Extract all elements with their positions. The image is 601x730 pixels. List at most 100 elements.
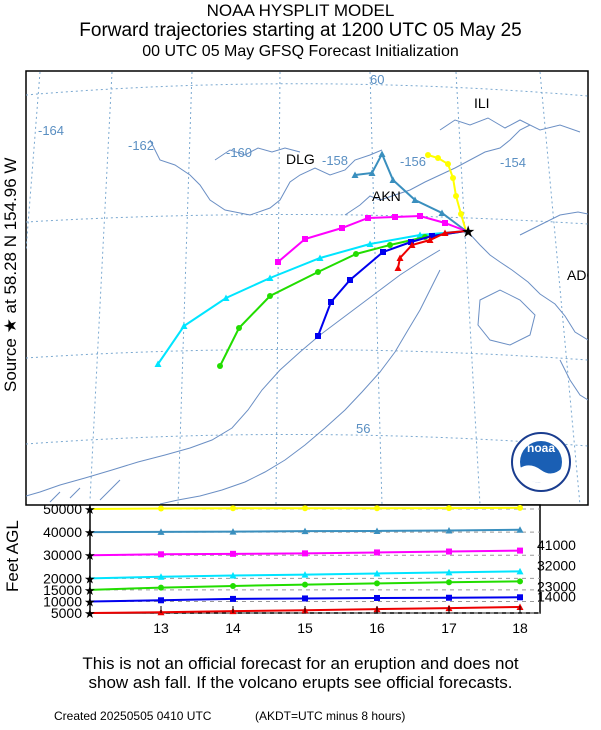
height-series-marker [517, 594, 523, 601]
x-tick-label: 15 [297, 620, 313, 636]
map-trajectory-line [277, 214, 467, 263]
map-trajectory-marker [217, 363, 223, 369]
height-series-marker [158, 584, 164, 591]
meridian-line [177, 71, 193, 505]
height-series-marker [516, 526, 524, 533]
y-tick-label: 40000 [43, 524, 82, 540]
disclaimer-line-1: This is not an official forecast for an … [82, 654, 519, 673]
map-trajectory-marker [411, 196, 419, 203]
height-series-marker [230, 550, 236, 557]
height-series-marker [302, 581, 308, 588]
map-trajectory-marker [438, 209, 446, 216]
longitude-label: -160 [226, 145, 252, 160]
map-trajectory-marker [236, 325, 242, 331]
parallel-line [26, 83, 588, 97]
height-series-marker [373, 527, 381, 534]
map-trajectory-marker [180, 322, 188, 329]
map-trajectory-line [219, 230, 467, 367]
parallel-line [26, 213, 588, 225]
map-trajectory-marker [429, 233, 435, 239]
map-trajectory-marker [368, 169, 376, 176]
source-star-icon: ★ [461, 224, 475, 241]
height-series-marker [373, 569, 381, 577]
peninsula-coastline [159, 269, 441, 505]
x-tick-label: 14 [225, 620, 241, 636]
peninsula-coastline [26, 249, 441, 497]
height-series-marker [230, 582, 236, 589]
height-series-marker [229, 572, 237, 579]
map-trajectories [154, 150, 467, 369]
start-star-icon: ★ [84, 594, 96, 609]
map-trajectory-marker [417, 213, 423, 219]
map-trajectory-marker [339, 225, 345, 231]
y-tick-label: 30000 [43, 547, 82, 563]
map-trajectory-marker [222, 294, 230, 301]
start-star-icon: ★ [84, 502, 96, 517]
longitude-label: -162 [128, 138, 154, 153]
coastline [519, 211, 588, 236]
right-level-label: 41000 [537, 537, 576, 553]
height-series-marker [517, 547, 523, 554]
y-tick-label: 50000 [43, 501, 82, 517]
map-trajectory-line [157, 230, 467, 365]
coastline [49, 479, 121, 503]
height-series-marker [517, 504, 523, 511]
place-dlg: DLG [286, 151, 315, 167]
map-trajectory-marker [387, 242, 393, 248]
map-trajectory-marker [389, 176, 397, 183]
height-series-marker [517, 578, 523, 585]
map-trajectory-marker [394, 264, 402, 271]
latitude-label: 60 [370, 72, 384, 87]
map-trajectory-marker [453, 193, 459, 199]
map-trajectory-marker [365, 215, 371, 221]
height-series-marker [158, 551, 164, 558]
disclaimer-line-2: show ash fall. If the volcano erupts see… [88, 673, 513, 692]
map-trajectory-marker [302, 236, 308, 242]
y-tick-label: 20000 [43, 570, 82, 586]
meridian-line [275, 71, 281, 505]
parallel-line [26, 433, 588, 447]
map-trajectory-marker [315, 333, 321, 339]
map-trajectory-marker [275, 259, 281, 265]
height-series-marker [229, 528, 237, 535]
map-trajectory-marker [416, 231, 424, 238]
height-series-marker [446, 579, 452, 586]
start-star-icon: ★ [84, 583, 96, 598]
height-series-marker [230, 595, 236, 602]
graticule [26, 71, 588, 505]
longitude-label: -164 [38, 123, 64, 138]
height-series-marker [158, 597, 164, 604]
height-series-marker [301, 527, 309, 535]
y-tick-label: 10000 [43, 593, 82, 609]
height-series-marker [445, 526, 453, 534]
map-trajectory-marker [426, 236, 434, 243]
x-tick-label: 16 [369, 620, 385, 636]
height-series-marker [302, 505, 308, 512]
map-trajectory-marker [408, 241, 416, 248]
map-area: -164 -162 -160 -158 -156 -154 60 56 ILI … [26, 71, 588, 505]
start-star-icon: ★ [84, 548, 96, 563]
map-trajectory-marker [315, 269, 321, 275]
coastline [214, 147, 301, 161]
logo-text: noaa [527, 441, 555, 455]
map-trajectory-marker [328, 299, 334, 305]
lake-coastline [439, 117, 581, 133]
height-series-marker [302, 595, 308, 602]
logo-gull [520, 465, 562, 484]
height-series-marker [516, 567, 524, 575]
map-trajectory-marker [425, 152, 431, 158]
right-level-label: 14000 [537, 588, 576, 604]
height-series-marker [374, 505, 380, 512]
x-tick-label: 13 [153, 620, 169, 636]
map-trajectory-marker [408, 239, 414, 245]
graticule-labels: -164 -162 -160 -158 -156 -154 60 56 [38, 72, 526, 436]
y-tick-label: 15000 [43, 582, 82, 598]
map-trajectory-marker [441, 229, 449, 236]
start-star-icon: ★ [84, 571, 96, 586]
x-tick-label: 17 [441, 620, 457, 636]
timezone-note: (AKDT=UTC minus 8 hours) [255, 709, 406, 723]
map-trajectory-marker [347, 277, 353, 283]
place-names: ILI DLG AKN ADQ [286, 95, 588, 283]
meridian-line [369, 71, 383, 505]
